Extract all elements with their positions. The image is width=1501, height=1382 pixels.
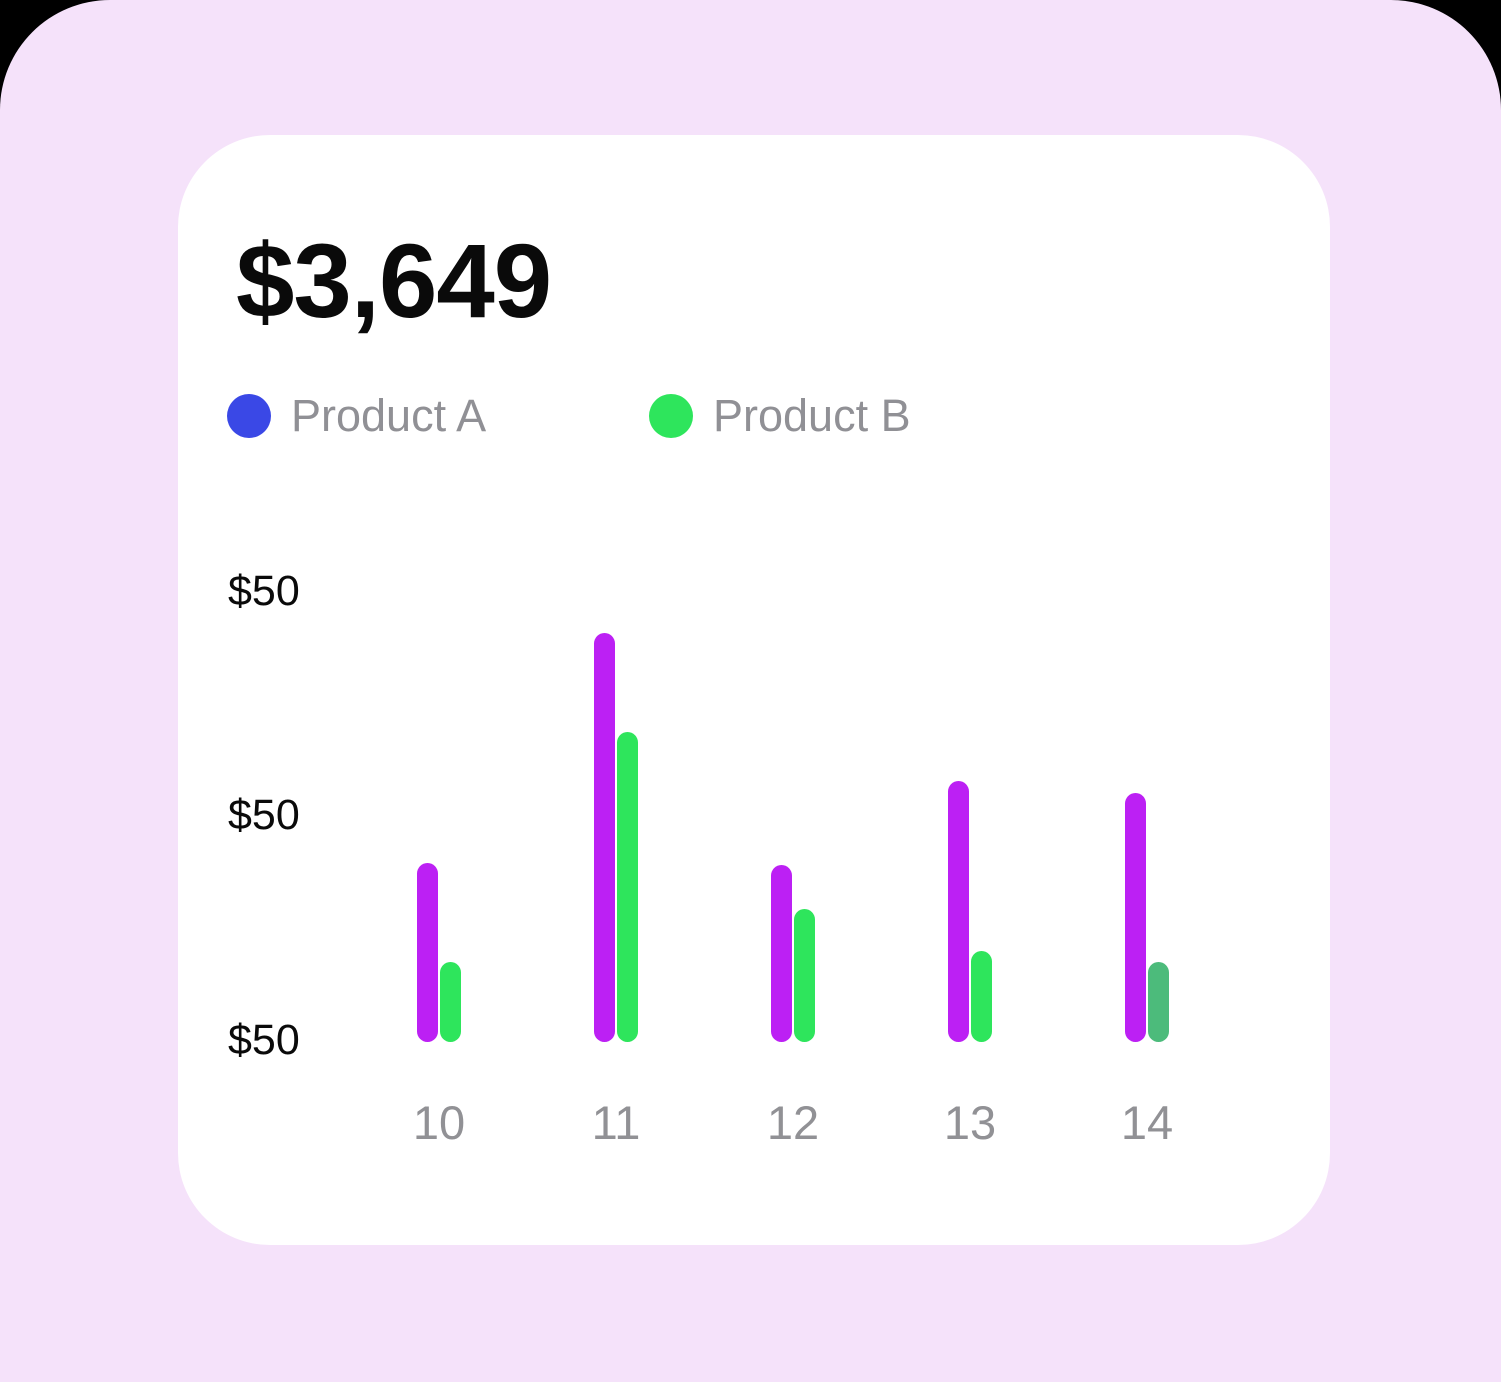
bar-product-b-13[interactable] — [971, 951, 992, 1042]
bar-product-a-12[interactable] — [771, 865, 792, 1042]
bar-product-b-11[interactable] — [617, 732, 638, 1042]
y-axis-tick-top: $50 — [228, 567, 300, 615]
bar-product-a-10[interactable] — [417, 863, 438, 1042]
chart-card: $3,649 Product A Product B $50 $50 $50 1… — [178, 135, 1330, 1245]
bar-product-a-13[interactable] — [948, 781, 969, 1042]
x-axis-label-10: 10 — [412, 1096, 466, 1149]
product-b-dot-icon — [649, 394, 693, 438]
x-axis-label-12: 12 — [766, 1096, 820, 1149]
y-axis-tick-bottom: $50 — [228, 1016, 300, 1064]
product-a-dot-icon — [227, 394, 271, 438]
bar-product-b-10[interactable] — [440, 962, 461, 1042]
x-axis-label-11: 11 — [591, 1096, 641, 1149]
total-value-title: $3,649 — [236, 223, 552, 340]
legend-item-product-a[interactable]: Product A — [227, 390, 486, 441]
legend-label-product-b: Product B — [713, 390, 911, 441]
legend-label-product-a: Product A — [291, 390, 487, 441]
x-axis-label-13: 13 — [943, 1096, 997, 1149]
legend-item-product-b[interactable]: Product B — [649, 390, 911, 441]
bar-product-b-12[interactable] — [794, 909, 815, 1042]
bar-product-a-11[interactable] — [594, 633, 615, 1042]
bar-product-a-14[interactable] — [1125, 793, 1146, 1042]
y-axis-tick-middle: $50 — [228, 791, 300, 839]
x-axis-label-14: 14 — [1120, 1096, 1174, 1149]
bar-product-b-14[interactable] — [1148, 962, 1169, 1042]
